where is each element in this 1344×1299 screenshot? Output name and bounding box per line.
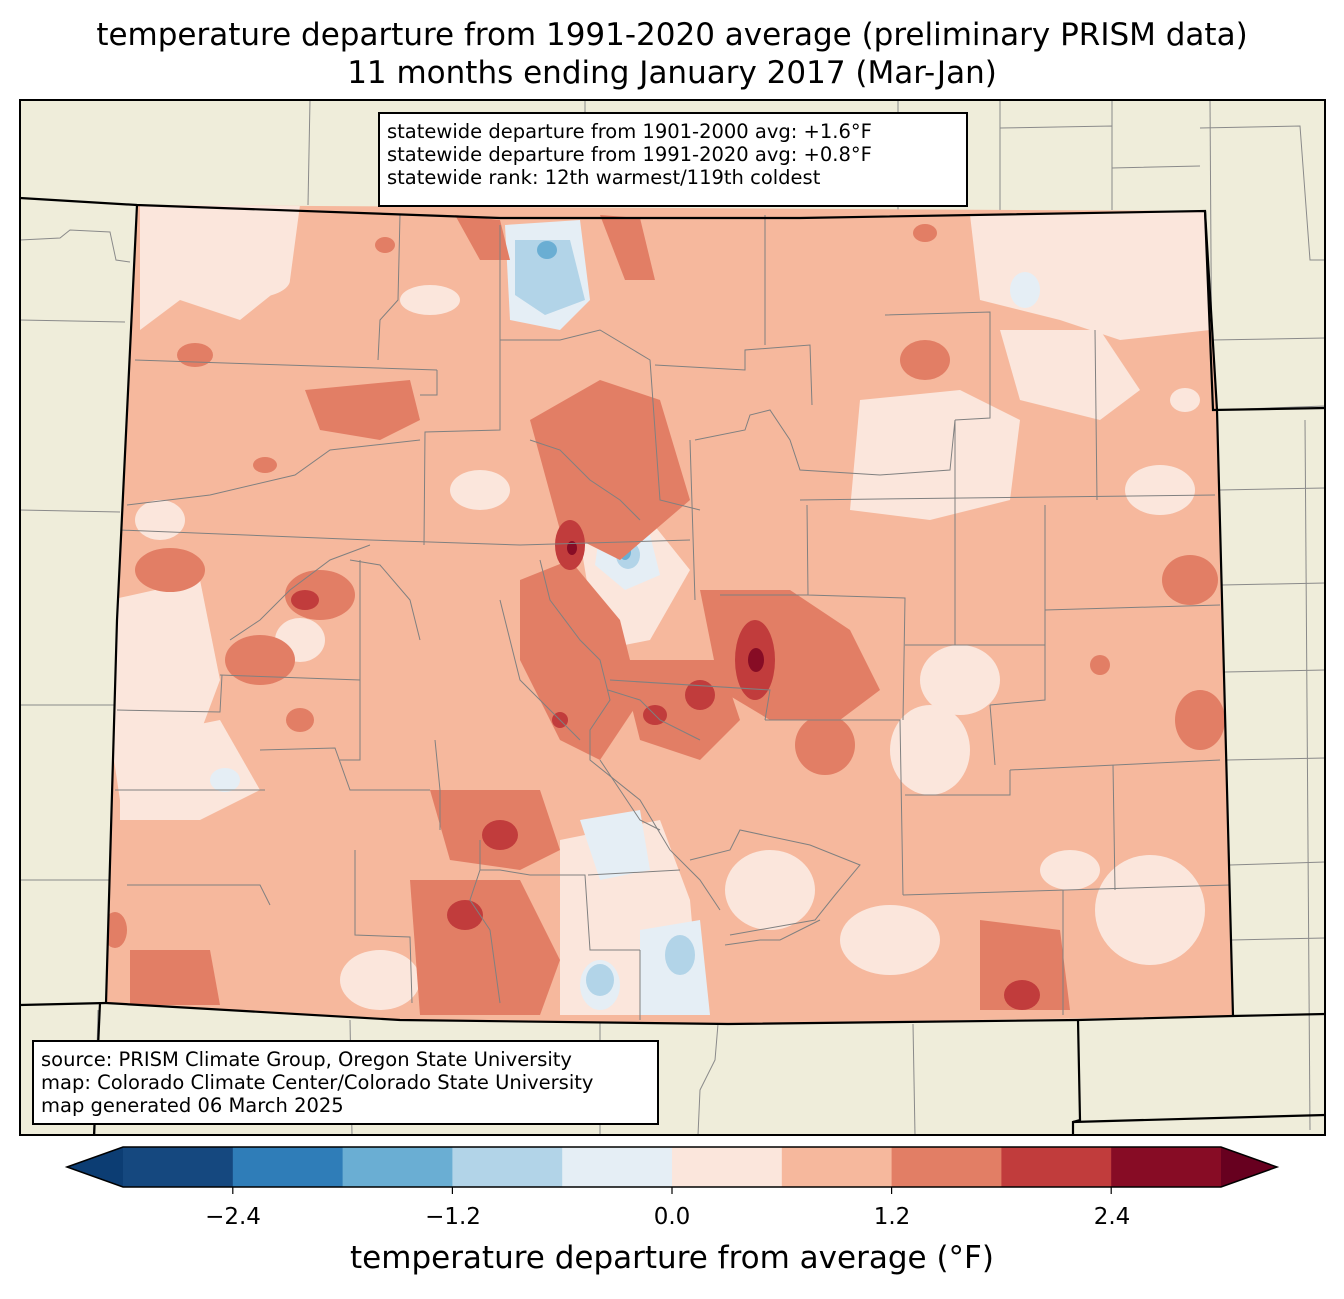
colorbar-tick-label: −2.4 <box>205 1204 261 1230</box>
stats-departure-1901-2000: statewide departure from 1901-2000 avg: … <box>387 120 872 143</box>
colorbar-segment <box>1001 1147 1112 1187</box>
colorbar-segment <box>1111 1147 1222 1187</box>
colorbar-segment <box>781 1147 893 1187</box>
colorbar-tick-label: 0.0 <box>653 1204 691 1230</box>
colorbar <box>64 1146 1280 1194</box>
colorbar-segment <box>672 1147 783 1187</box>
map-frame <box>19 99 1326 1136</box>
source-box: source: PRISM Climate Group, Oregon Stat… <box>32 1040 659 1125</box>
colorbar-label: temperature departure from average (°F) <box>350 1240 994 1276</box>
source-line: source: PRISM Climate Group, Oregon Stat… <box>41 1048 572 1071</box>
map-credit-line: map: Colorado Climate Center/Colorado St… <box>41 1071 594 1094</box>
stats-departure-1991-2020: statewide departure from 1991-2020 avg: … <box>387 143 872 166</box>
colorbar-segment <box>342 1147 453 1187</box>
colorbar-tick-label: 2.4 <box>1093 1204 1131 1230</box>
colorbar-segment <box>232 1147 344 1187</box>
generated-date-line: map generated 06 March 2025 <box>41 1094 344 1117</box>
colorbar-under-extension <box>67 1147 123 1187</box>
county-lines <box>115 214 1231 1020</box>
statewide-stats-box: statewide departure from 1901-2000 avg: … <box>378 112 968 207</box>
departure-field <box>106 205 1233 1024</box>
state-boundaries <box>20 196 1325 1135</box>
colorbar-tick-label: −1.2 <box>425 1204 481 1230</box>
colorbar-segment <box>123 1147 234 1187</box>
stats-rank: statewide rank: 12th warmest/119th colde… <box>387 166 821 189</box>
colorbar-segment <box>562 1147 673 1187</box>
colorbar-tick-label: 1.2 <box>873 1204 911 1230</box>
colorbar-over-extension <box>1221 1147 1277 1187</box>
colorbar-outline <box>64 1146 1280 1188</box>
colorbar-segment <box>452 1147 563 1187</box>
map-title-line2: 11 months ending January 2017 (Mar-Jan) <box>347 55 997 91</box>
map-title-line1: temperature departure from 1991-2020 ave… <box>96 17 1248 53</box>
colorbar-segment <box>891 1147 1002 1187</box>
